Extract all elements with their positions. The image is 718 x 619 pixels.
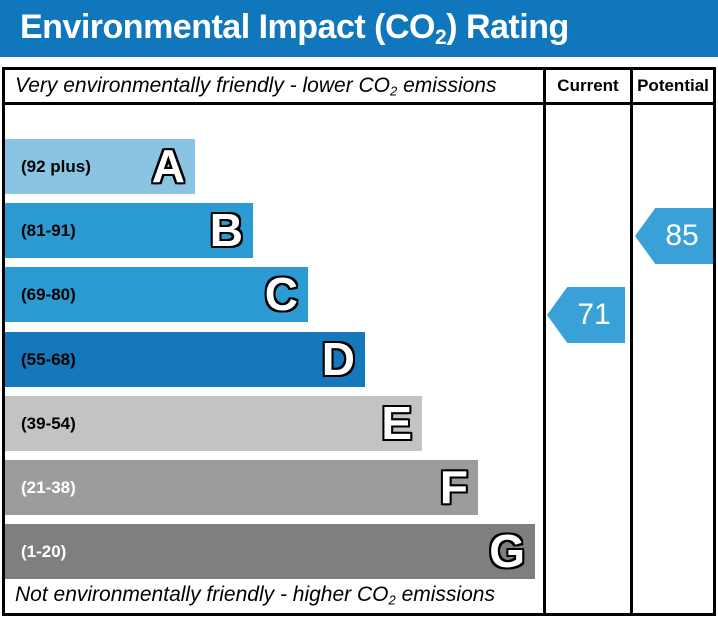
caption-top-post: emissions: [397, 74, 497, 97]
header-potential-label: Potential: [637, 76, 709, 95]
band-g: (1-20) G: [5, 524, 535, 579]
potential-column-divider: [630, 70, 633, 613]
caption-bottom-post: emissions: [395, 583, 495, 606]
band-g-letter: G: [489, 525, 525, 577]
rating-table: Current Potential Very environmentally f…: [2, 67, 716, 616]
potential-rating-arrow: 85: [635, 208, 713, 264]
band-e-range: (39-54): [21, 414, 76, 433]
current-rating-arrow: 71: [547, 287, 625, 343]
page-title-post: ) Rating: [446, 7, 569, 46]
band-a: (92 plus) A: [5, 139, 195, 194]
caption-top-pre: Very environmentally friendly - lower CO: [15, 74, 391, 97]
band-f: (21-38) F: [5, 460, 478, 515]
current-rating-value: 71: [577, 298, 611, 331]
co2-subscript: 2: [388, 592, 396, 608]
band-d-letter: D: [321, 333, 355, 385]
title-bar: Environmental Impact (CO2) Rating: [0, 0, 718, 57]
band-f-range: (21-38): [21, 478, 76, 497]
page-title: Environmental Impact (CO2) Rating: [20, 8, 569, 50]
page-title-pre: Environmental Impact (CO: [20, 7, 435, 46]
header-current-label: Current: [557, 76, 619, 95]
band-e-letter: E: [381, 397, 412, 449]
band-d: (55-68) D: [5, 332, 365, 387]
caption-bottom: Not environmentally friendly - higher CO…: [15, 583, 495, 608]
co2-subscript: 2: [434, 25, 447, 49]
band-c-letter: C: [264, 268, 298, 320]
band-b-range: (81-91): [21, 221, 76, 240]
potential-rating-value: 85: [665, 219, 699, 252]
band-b-letter: B: [209, 204, 243, 256]
band-f-letter: F: [439, 461, 468, 513]
band-c: (69-80) C: [5, 267, 308, 322]
band-a-range: (92 plus): [21, 157, 91, 176]
caption-bottom-pre: Not environmentally friendly - higher CO: [15, 583, 389, 606]
band-c-range: (69-80): [21, 285, 76, 304]
caption-top: Very environmentally friendly - lower CO…: [15, 74, 496, 99]
band-a-letter: A: [151, 140, 185, 192]
band-d-range: (55-68): [21, 350, 76, 369]
band-g-range: (1-20): [21, 542, 67, 561]
band-b: (81-91) B: [5, 203, 253, 258]
band-e: (39-54) E: [5, 396, 422, 451]
current-column-divider: [543, 70, 546, 613]
co2-subscript: 2: [390, 83, 398, 99]
header-separator: [5, 102, 713, 105]
